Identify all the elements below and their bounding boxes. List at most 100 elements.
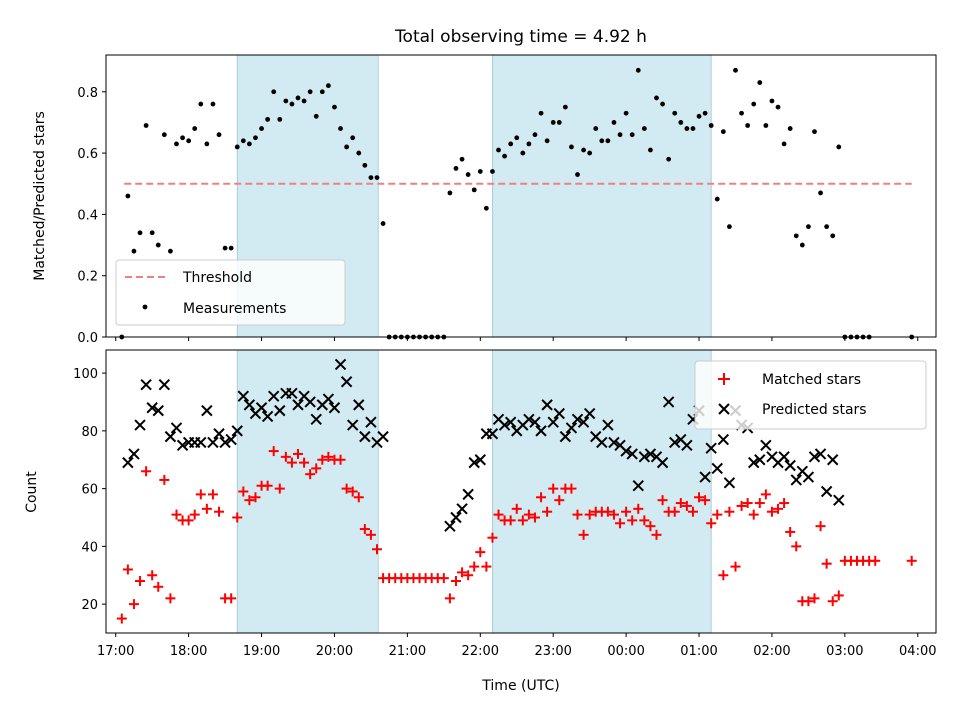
bottom-xtick-label-10: 03:00 (826, 644, 863, 659)
top-dot-point-60 (483, 205, 489, 211)
bottom-xtick-label-6: 23:00 (534, 644, 571, 659)
top-dot-point-83 (623, 110, 629, 116)
top-dot-point-88 (654, 95, 659, 101)
bottom-plus-point-117 (827, 596, 838, 607)
top-dot-point-17 (222, 245, 228, 251)
chart-title: Total observing time = 4.92 h (394, 27, 647, 47)
bottom-plus-point-94 (687, 506, 698, 517)
bottom-xtick-label-7: 00:00 (607, 644, 644, 659)
bottom-plus-point-109 (779, 498, 790, 509)
top-dot-point-40 (362, 162, 368, 168)
bottom-plus-point-64 (505, 515, 516, 526)
top-dot-point-78 (593, 126, 599, 131)
bottom-plus-point-26 (274, 483, 285, 494)
bottom-x-point-73 (626, 448, 638, 460)
bottom-x-point-5 (152, 404, 164, 417)
top-dot-point-55 (453, 166, 459, 171)
top-axes-frame (105, 54, 937, 338)
bottom-x-point-79 (662, 396, 675, 408)
bottom-plus-point-30 (299, 457, 310, 468)
bottom-x-point-80 (669, 436, 681, 449)
top-dot-point-8 (168, 248, 173, 254)
bottom-plus-point-65 (511, 503, 522, 514)
bottom-xtick-label-11: 04:00 (899, 644, 936, 659)
top-dot-point-13 (198, 101, 204, 107)
top-dot-point-110 (787, 126, 793, 131)
legend-predicted-label: Predicted stars (762, 402, 867, 418)
bottom-x-point-52 (498, 419, 511, 431)
top-dot-point-115 (818, 190, 823, 196)
top-dot-point-111 (793, 233, 799, 239)
bottom-x-point-18 (231, 425, 243, 437)
bottom-plus-point-2 (128, 599, 139, 610)
bottom-plus-point-1 (122, 564, 133, 575)
top-dot-point-23 (259, 126, 264, 131)
bottom-plus-point-67 (523, 509, 534, 520)
bottom-plus-point-85 (633, 503, 644, 514)
bottom-plus-point-125 (906, 555, 917, 566)
bottom-plus-point-75 (572, 509, 583, 520)
top-dot-point-61 (490, 169, 495, 174)
bottom-plus-point-41 (365, 529, 376, 540)
bottom-plus-point-76 (578, 529, 589, 540)
top-dot-point-16 (216, 132, 222, 138)
top-legend: Threshold Measurements (115, 259, 346, 326)
bottom-plus-point-42 (371, 544, 382, 555)
top-dot-point-74 (569, 144, 574, 150)
top-dot-point-118 (836, 144, 842, 150)
bottom-plus-point-27 (280, 451, 291, 462)
bottom-x-point-13 (201, 404, 213, 417)
top-dot-point-81 (611, 120, 617, 125)
top-dot-point-87 (648, 147, 653, 153)
bottom-x-point-23 (261, 410, 274, 423)
bottom-x-point-1 (128, 448, 140, 460)
top-dot-point-12 (192, 126, 198, 131)
top-dot-point-54 (447, 190, 453, 196)
bottom-plus-point-6 (153, 581, 164, 592)
bottom-x-point-15 (213, 428, 225, 440)
bottom-x-point-94 (754, 454, 766, 466)
bottom-x-point-58 (535, 425, 547, 437)
bottom-plus-point-25 (268, 446, 279, 457)
top-dot-point-106 (763, 123, 769, 128)
bottom-x-point-106 (826, 454, 839, 466)
top-dot-point-68 (532, 132, 538, 138)
bottom-x-point-39 (359, 430, 371, 443)
bottom-x-point-57 (529, 416, 541, 428)
legend-measurements-label: Measurements (183, 301, 286, 317)
bottom-plus-point-31 (305, 469, 316, 480)
bottom-x-point-35 (334, 358, 347, 371)
top-dot-point-65 (514, 135, 520, 141)
top-dot-point-117 (830, 233, 836, 239)
top-dot-point-108 (775, 104, 781, 110)
bottom-x-point-70 (608, 436, 620, 449)
top-dot-point-42 (374, 175, 380, 181)
top-dot-point-97 (708, 123, 714, 128)
top-dot-point-77 (587, 150, 593, 156)
top-dot-point-2 (131, 248, 137, 254)
top-dot-point-38 (350, 135, 356, 141)
top-dot-point-30 (301, 98, 307, 104)
bottom-plus-point-0 (116, 613, 127, 624)
top-dot-point-62 (496, 147, 501, 153)
bottom-plus-point-111 (791, 541, 802, 552)
top-dot-point-28 (289, 101, 295, 107)
top-dot-point-86 (641, 126, 647, 131)
top-legend-box (115, 259, 346, 326)
bottom-x-point-65 (577, 416, 590, 428)
bottom-ytick-label-0: 20 (81, 598, 98, 613)
top-dot-point-10 (180, 135, 185, 141)
bottom-plus-point-95 (694, 492, 705, 503)
top-dot-point-102 (739, 110, 744, 116)
bottom-x-point-72 (620, 445, 632, 457)
bottom-xtick-label-0: 17:00 (97, 644, 134, 659)
bottom-plus-point-108 (773, 503, 784, 514)
bottom-xtick-label-2: 19:00 (243, 644, 280, 659)
bottom-x-point-0 (122, 456, 134, 469)
legend-matched-label: Matched stars (762, 372, 861, 388)
bottom-x-point-61 (553, 407, 565, 420)
top-dot-point-100 (727, 224, 732, 230)
top-dot-point-18 (228, 245, 234, 251)
bottom-x-point-62 (559, 430, 572, 443)
top-dot-point-96 (702, 110, 708, 116)
